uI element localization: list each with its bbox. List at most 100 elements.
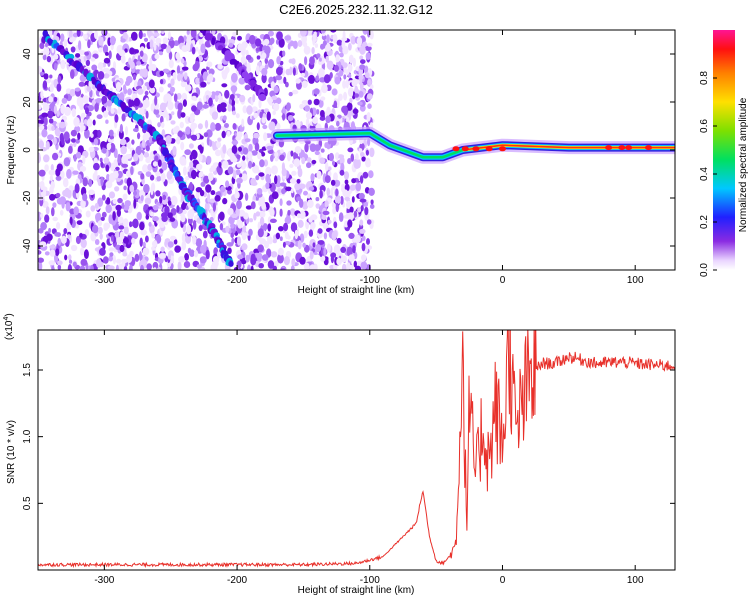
noise-speckle	[160, 246, 165, 253]
noise-speckle	[198, 171, 204, 178]
noise-speckle	[213, 247, 219, 256]
noise-speckle	[243, 212, 249, 220]
noise-speckle	[283, 76, 287, 84]
noise-speckle	[334, 76, 341, 85]
noise-speckle	[122, 218, 129, 228]
noise-speckle	[348, 43, 352, 51]
noise-speckle	[308, 186, 315, 191]
noise-speckle	[185, 234, 192, 244]
noise-speckle	[106, 142, 112, 151]
noise-speckle	[128, 99, 132, 108]
noise-speckle	[310, 222, 316, 230]
noise-speckle	[195, 238, 203, 247]
noise-speckle	[120, 38, 126, 43]
noise-speckle	[276, 31, 283, 41]
noise-speckle	[350, 153, 355, 162]
noise-speckle	[309, 143, 317, 152]
noise-speckle	[267, 236, 273, 245]
noise-speckle	[72, 170, 79, 175]
noise-speckle	[353, 234, 361, 244]
noise-speckle	[231, 140, 239, 145]
noise-speckle	[251, 106, 258, 113]
noise-speckle	[83, 55, 87, 62]
noise-speckle	[258, 99, 262, 109]
noise-speckle	[348, 254, 355, 262]
noise-speckle	[284, 231, 289, 240]
noise-speckle	[133, 198, 137, 209]
noise-speckle	[153, 267, 157, 270]
noise-speckle	[192, 219, 197, 230]
colorbar-tick-label: 0.8	[699, 71, 710, 85]
noise-speckle	[139, 189, 146, 198]
noise-speckle	[209, 198, 216, 203]
noise-speckle	[100, 216, 105, 221]
noise-speckle	[53, 105, 58, 115]
noise-speckle	[236, 131, 243, 138]
noise-speckle	[68, 259, 73, 264]
noise-speckle	[55, 175, 62, 181]
noise-speckle	[170, 120, 176, 125]
noise-speckle	[351, 196, 355, 203]
noise-speckle	[53, 137, 57, 146]
noise-speckle	[244, 138, 251, 143]
noise-speckle	[253, 112, 259, 119]
noise-speckle	[359, 45, 366, 55]
noise-speckle	[276, 122, 281, 130]
noise-speckle	[280, 149, 284, 154]
noise-speckle	[357, 101, 363, 106]
noise-speckle	[120, 138, 127, 146]
noise-speckle	[217, 63, 224, 70]
noise-speckle	[103, 157, 110, 164]
noise-speckle	[216, 166, 220, 173]
noise-speckle	[301, 201, 309, 210]
noise-speckle	[231, 110, 237, 116]
noise-speckle	[236, 163, 242, 168]
noise-speckle	[240, 160, 247, 170]
noise-speckle	[143, 183, 150, 194]
noise-speckle	[312, 37, 317, 42]
noise-speckle	[137, 132, 141, 140]
noise-speckle	[290, 150, 294, 157]
noise-speckle	[108, 129, 114, 137]
noise-speckle	[261, 202, 266, 210]
noise-speckle	[180, 192, 185, 203]
noise-speckle	[152, 216, 159, 222]
noise-speckle	[253, 212, 257, 221]
noise-speckle	[153, 108, 160, 115]
noise-speckle	[145, 235, 149, 243]
noise-speckle	[132, 218, 139, 229]
noise-speckle	[315, 75, 319, 82]
noise-speckle	[217, 137, 222, 142]
x-tick-label: 100	[627, 575, 644, 586]
noise-speckle	[68, 30, 73, 39]
noise-speckle	[161, 161, 168, 171]
noise-speckle	[118, 225, 125, 230]
noise-speckle	[275, 181, 282, 188]
noise-speckle	[157, 159, 162, 167]
noise-speckle	[86, 86, 92, 92]
noise-speckle	[346, 262, 351, 270]
snr-scale-exponent: 4	[3, 317, 10, 321]
noise-speckle	[252, 195, 256, 201]
noise-speckle	[80, 238, 87, 249]
noise-speckle	[77, 132, 81, 140]
noise-speckle	[216, 30, 224, 33]
noise-speckle	[154, 53, 160, 60]
noise-speckle	[76, 220, 83, 226]
noise-speckle	[38, 228, 44, 234]
noise-speckle	[340, 255, 347, 263]
noise-speckle	[250, 256, 257, 266]
noise-speckle	[344, 183, 350, 192]
noise-speckle	[277, 187, 282, 194]
noise-speckle	[42, 80, 48, 90]
noise-speckle	[359, 55, 364, 61]
noise-speckle	[261, 117, 266, 124]
noise-speckle	[57, 75, 62, 84]
y-tick-label: 1.0	[22, 429, 33, 443]
noise-speckle	[363, 201, 369, 208]
noise-speckle	[209, 167, 214, 173]
noise-speckle	[142, 103, 146, 108]
noise-speckle	[125, 80, 131, 86]
noise-speckle	[126, 254, 133, 263]
noise-speckle	[338, 93, 343, 102]
